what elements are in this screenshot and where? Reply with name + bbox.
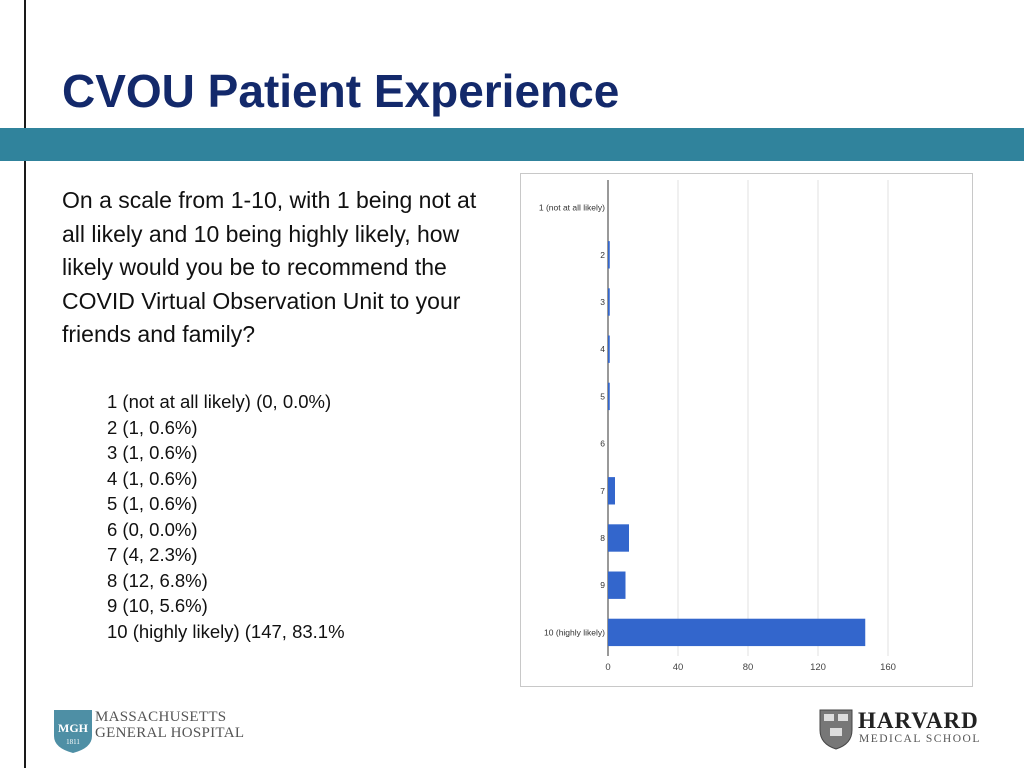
x-tick-label: 40 [673, 662, 684, 673]
bar [608, 288, 610, 316]
x-tick-label: 120 [810, 662, 826, 673]
answer-item: 8 (12, 6.8%) [107, 569, 208, 591]
survey-question: On a scale from 1-10, with 1 being not a… [62, 187, 477, 347]
y-category-label: 1 (not at all likely) [539, 203, 605, 213]
y-category-label: 9 [600, 580, 605, 590]
answer-item: 1 (not at all likely) (0, 0.0%) [107, 391, 332, 412]
answer-item: 5 (1, 0.6%) [107, 493, 198, 514]
y-category-label: 2 [600, 250, 605, 260]
y-category-label: 7 [600, 486, 605, 496]
harvard-shield-icon [819, 709, 853, 750]
mgh-year-text: 1811 [66, 738, 80, 746]
answer-item: 9 (10, 5.6%) [107, 595, 208, 616]
left-rule [24, 0, 26, 768]
x-tick-label: 160 [880, 662, 896, 673]
mgh-wordmark: MASSACHUSETTS GENERAL HOSPITAL [95, 709, 244, 741]
mgh-line1: MASSACHUSETTS [95, 709, 227, 725]
answer-item: 6 (0, 0.0%) [107, 518, 198, 540]
answer-item: 7 (4, 2.3%) [107, 544, 198, 565]
y-category-label: 10 (highly likely) [544, 627, 605, 637]
header-band [0, 128, 1024, 161]
x-tick-label: 80 [743, 662, 754, 673]
y-category-label: 6 [600, 439, 605, 449]
bar [608, 382, 610, 411]
y-category-label: 3 [600, 297, 605, 307]
bar-chart-svg: 0 40 80 120 160 1 (not at all likely) 2 3 4 5 6 7 8 9… [539, 180, 896, 673]
bar [608, 524, 629, 552]
mgh-line2: GENERAL HOSPITAL [95, 725, 245, 741]
x-tick-label: 0 [605, 662, 610, 673]
bar [608, 571, 626, 599]
y-category-label: 5 [600, 391, 605, 401]
harvard-name: HARVARD [858, 708, 979, 733]
y-category-label: 4 [600, 344, 605, 354]
answer-item: 2 (1, 0.6%) [107, 416, 198, 438]
bar [608, 335, 610, 363]
harvard-subtitle: MEDICAL SCHOOL [859, 733, 981, 745]
bar-chart: 0 40 80 120 160 1 (not at all likely) 2 3 4 5 6 7 8 9… [520, 173, 973, 687]
bar [608, 618, 866, 647]
answer-item: 3 (1, 0.6%) [107, 442, 198, 463]
mgh-shield-icon: MGH 1811 [54, 710, 92, 753]
y-category-label: 8 [600, 533, 605, 543]
bar [608, 241, 610, 269]
answer-item: 10 (highly likely) (147, 83.1% [107, 620, 345, 642]
answer-item: 4 (1, 0.6%) [107, 467, 198, 489]
bar [608, 477, 615, 505]
slide-title: CVOU Patient Experience [62, 65, 620, 117]
answer-list: 1 (not at all likely) (0, 0.0%) 2 (1, 0.… [107, 389, 345, 644]
mgh-badge-text: MGH [58, 721, 89, 735]
